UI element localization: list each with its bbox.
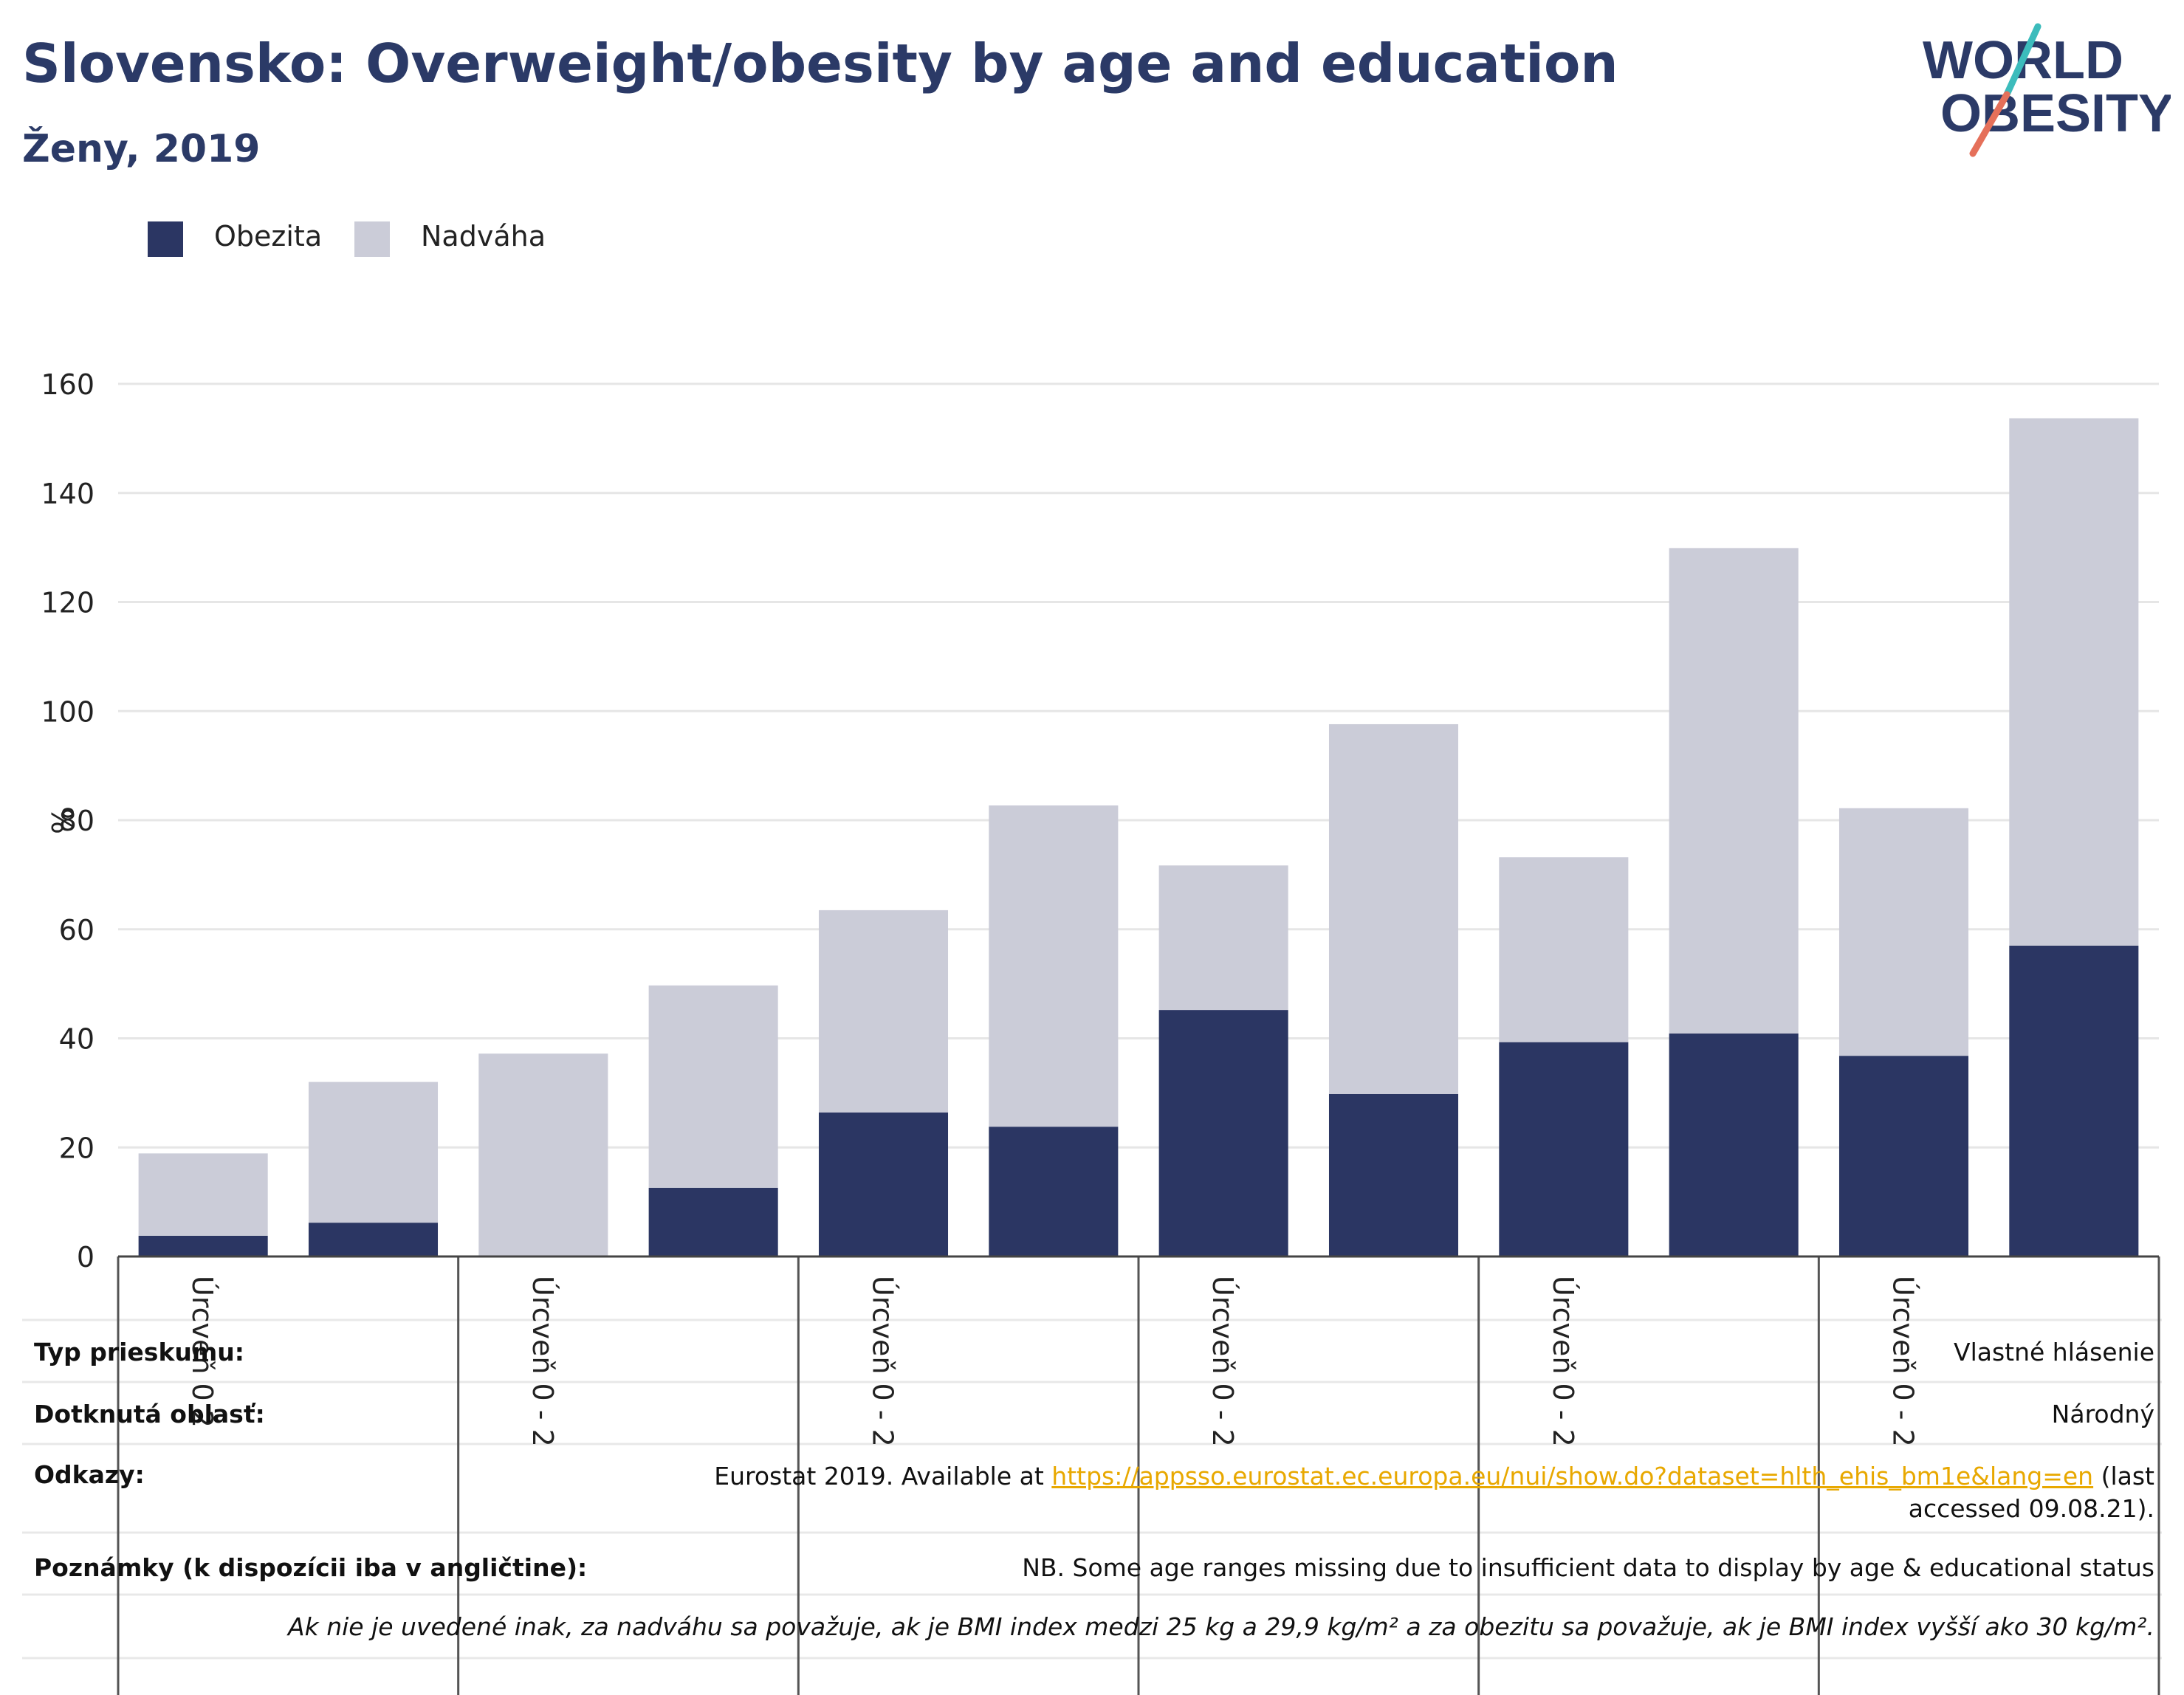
chart-subtitle: Ženy, 2019 (22, 127, 261, 171)
chart-title: Slovensko: Overweight/obesity by age and… (22, 32, 1618, 94)
logo-slash-coral (1969, 91, 2010, 157)
info-area-value: Národný (2051, 1400, 2154, 1428)
y-tick-label-60: 60 (59, 914, 95, 946)
bmi-definition-note: Ak nie je uvedené inak, za nadváhu sa po… (288, 1612, 2154, 1641)
info-area-label: Dotknutá oblasť: (34, 1400, 265, 1428)
group-label-4: Úrcveň 0 - 2 (1547, 1276, 1579, 1447)
bar-nadvaha-8 (1499, 857, 1629, 1042)
table-lines (22, 1256, 2162, 1695)
group-labels: Úrcveň 0 2 Úrcveň 0 - 2 Úrcveň 0 - 2 Úrcveň… (186, 1276, 1919, 1447)
info-notes-value: NB. Some age ranges missing due to insuf… (1022, 1553, 2154, 1582)
logo-text-obesity: OBESITY (1940, 84, 2171, 143)
bar-obezita-9 (1669, 1033, 1799, 1256)
group-label-0: Úrcveň 0 2 (186, 1276, 219, 1428)
info-references-value: Eurostat 2019. Available at https://apps… (678, 1460, 2154, 1525)
bar-nadvaha-2 (478, 1053, 608, 1256)
y-tick-label-140: 140 (41, 478, 95, 510)
bar-nadvaha-10 (1838, 808, 1969, 1056)
y-tick-label-40: 40 (59, 1023, 95, 1056)
group-label-5: Úrcveň 0 - 2 (1887, 1276, 1920, 1447)
bar-obezita-11 (2009, 945, 2139, 1256)
group-label-1: Úrcveň 0 - 2 (526, 1276, 559, 1447)
bars (138, 418, 2139, 1256)
bar-nadvaha-3 (648, 985, 778, 1188)
bar-obezita-7 (1328, 1093, 1459, 1256)
info-references-label: Odkazy: (34, 1460, 145, 1489)
reference-prefix: Eurostat 2019. Available at (714, 1462, 1052, 1491)
y-tick-label-120: 120 (41, 587, 95, 619)
axes: 0 20 40 60 80 100 120 140 160% (41, 368, 2159, 1273)
y-tick-label-100: 100 (41, 695, 95, 728)
bar-obezita-6 (1158, 1010, 1288, 1256)
bar-nadvaha-0 (138, 1153, 268, 1236)
legend-label-nadvaha: Nadváha (421, 220, 546, 252)
gridlines (118, 382, 2159, 1149)
bar-nadvaha-5 (989, 805, 1119, 1127)
reference-link[interactable]: https://appsso.eurostat.ec.europa.eu/nui… (1051, 1462, 2094, 1491)
group-label-3: Úrcveň 0 - 2 (1206, 1276, 1239, 1447)
y-tick-label-0: 0 (77, 1241, 95, 1273)
y-axis-label: % (44, 806, 78, 834)
legend-label-obezita: Obezita (214, 220, 323, 252)
logo-slash-teal (2003, 23, 2042, 98)
bar-nadvaha-11 (2009, 418, 2139, 946)
y-tick-label-160: 160 (41, 368, 95, 401)
bar-obezita-8 (1499, 1042, 1629, 1256)
info-survey-type-value: Vlastné hlásenie (1954, 1338, 2154, 1366)
bar-obezita-0 (138, 1235, 268, 1256)
bar-obezita-5 (989, 1127, 1119, 1256)
y-tick-label-20: 20 (59, 1132, 95, 1164)
info-notes-label: Poznámky (k dispozícii iba v angličtine)… (34, 1553, 588, 1582)
group-label-2: Úrcveň 0 - 2 (867, 1276, 899, 1447)
bar-obezita-4 (818, 1112, 949, 1256)
bar-nadvaha-9 (1669, 548, 1799, 1034)
bar-nadvaha-4 (818, 910, 949, 1113)
world-obesity-logo: WORLD OBESITY (1923, 23, 2171, 157)
info-survey-type-label: Typ prieskumu: (34, 1338, 244, 1366)
legend-swatch-nadvaha (354, 221, 390, 257)
bar-obezita-10 (1838, 1056, 1969, 1256)
bar-obezita-1 (308, 1223, 439, 1256)
bar-nadvaha-1 (308, 1082, 439, 1223)
bar-nadvaha-6 (1158, 865, 1288, 1011)
legend-swatch-obezita (148, 221, 183, 257)
reference-suffix: (last accessed 09.08.21). (1908, 1462, 2154, 1523)
y-tick-label-80: 80 (59, 805, 95, 837)
bar-obezita-3 (648, 1187, 778, 1256)
bar-nadvaha-7 (1328, 723, 1459, 1094)
